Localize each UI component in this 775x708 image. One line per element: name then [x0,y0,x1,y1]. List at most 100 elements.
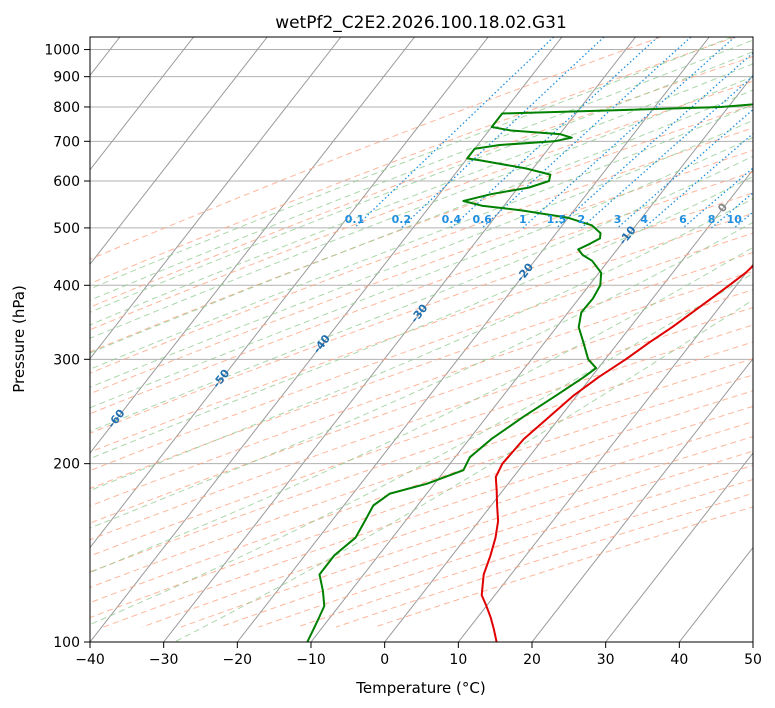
y-tick-label: 100 [53,635,80,651]
line-labels: 0.10.20.40.611.52346810-100-90-80-70-60-… [105,200,742,430]
isotherm-line [384,168,753,642]
mixing-ratio-label: 8 [708,213,716,226]
isotherm-line [531,357,753,642]
dry-adiabat-line [90,80,753,331]
mixing-ratio-line [617,108,753,229]
dry-adiabat-line [90,232,753,472]
moist-adiabat-line [90,119,753,388]
moist-adiabat-line [90,104,753,370]
moist-adiabat-line [174,299,753,642]
moist-adiabat-line [90,246,753,574]
y-tick-label: 700 [53,134,80,150]
pressure-grid [90,49,753,642]
x-tick-label: −40 [75,652,105,668]
dry-adiabat-line [90,104,753,353]
dry-adiabat-line [90,289,753,524]
x-tick-label: −20 [223,652,253,668]
plot-frame [89,36,754,643]
dry-adiabat-line [90,324,753,557]
dry-adiabat-line [90,37,661,260]
x-axis-ticks: −40 −30 −20 −10 0 10 20 30 40 50 [75,642,762,668]
mixing-ratio-line [733,211,753,229]
dry-adiabat-line [90,171,753,415]
dry-adiabat-line [374,506,753,628]
y-tick-label: 1000 [44,43,80,59]
dry-adiabat-line [90,37,736,285]
mixing-ratio-line [481,37,692,229]
isotherm-line [90,37,489,549]
isotherm-line [90,37,342,360]
dry-adiabat-line [90,251,753,490]
dry-adiabat-line [90,149,753,395]
isotherm-line [457,263,753,642]
isotherm-line [90,37,563,642]
moist-adiabat-line [90,198,753,492]
moist-adiabats [90,37,753,642]
dry-adiabat-line [258,464,753,628]
y-axis-ticks: 1000 900 800 700 600 500 400 300 200 100 [44,43,90,651]
x-axis-label: Temperature (°C) [355,679,485,697]
isotherm-label: -60 [105,406,128,430]
mixing-ratio-label: 1 [519,213,527,226]
dry-adiabat-line [90,270,753,507]
isotherm-label: -20 [514,260,537,284]
isotherm-line [310,74,753,642]
mixing-ratio-line [762,37,775,228]
isotherm-line [90,37,194,171]
profiles [306,103,753,642]
dewpoint-profile-line [306,103,753,642]
moist-adiabat-line [90,272,753,626]
isotherm-line [90,37,415,454]
mixing-ratio-line [400,37,605,229]
isotherm-line [163,37,636,642]
x-tick-label: −30 [149,652,179,668]
x-tick-label: 20 [523,652,541,668]
y-tick-label: 200 [53,457,80,473]
y-tick-label: 800 [53,100,80,116]
mixing-ratio-label: 3 [614,213,622,226]
y-tick-label: 400 [53,278,80,294]
moist-adiabat-line [90,63,753,326]
y-tick-label: 900 [53,70,80,86]
isotherm-line [605,452,753,642]
y-tick-label: 500 [53,221,80,237]
isotherm-line [90,37,268,266]
mixing-ratio-line [711,191,753,229]
x-tick-label: 40 [670,652,688,668]
x-tick-label: 30 [597,652,615,668]
moist-adiabat-line [90,176,753,460]
mixing-ratio-label: 2 [578,213,586,226]
mixing-ratio-label: 1.5 [547,213,567,226]
temperature-profile-line [480,264,753,642]
isotherm-label: -40 [311,332,334,356]
moist-adiabat-line [90,37,733,290]
mixing-ratio-label: 0.1 [345,213,365,226]
dry-adiabat-line [90,55,753,308]
isotherm-line [236,37,710,642]
x-tick-label: −10 [296,652,326,668]
dry-adiabat-line [142,421,753,628]
mixing-ratio-label: 4 [640,213,648,226]
moist-adiabat-line [90,155,753,432]
chart-title: wetPf2_C2E2.2026.100.18.02.G31 [275,13,567,33]
dry-adiabats [90,37,753,628]
y-tick-label: 300 [53,352,80,368]
moist-adiabat-line [90,51,753,313]
moist-adiabat-line [90,136,753,409]
mixing-ratio-line [450,37,659,229]
dry-adiabat-line [90,390,753,619]
moist-adiabat-line [90,39,753,301]
isotherm-label: -10 [616,223,639,247]
mixing-ratio-lines [354,37,775,229]
isotherms [90,37,753,642]
mixing-ratio-label: 0.2 [392,213,412,226]
mixing-ratio-line [643,132,753,229]
x-tick-label: 0 [380,652,389,668]
dry-adiabat-line [90,212,753,453]
dry-adiabat-line [90,306,753,541]
y-axis-label: Pressure (hPa) [10,285,28,393]
x-tick-label: 10 [449,652,467,668]
mixing-ratio-label: 0.6 [472,213,492,226]
mixing-ratio-line [354,37,555,229]
